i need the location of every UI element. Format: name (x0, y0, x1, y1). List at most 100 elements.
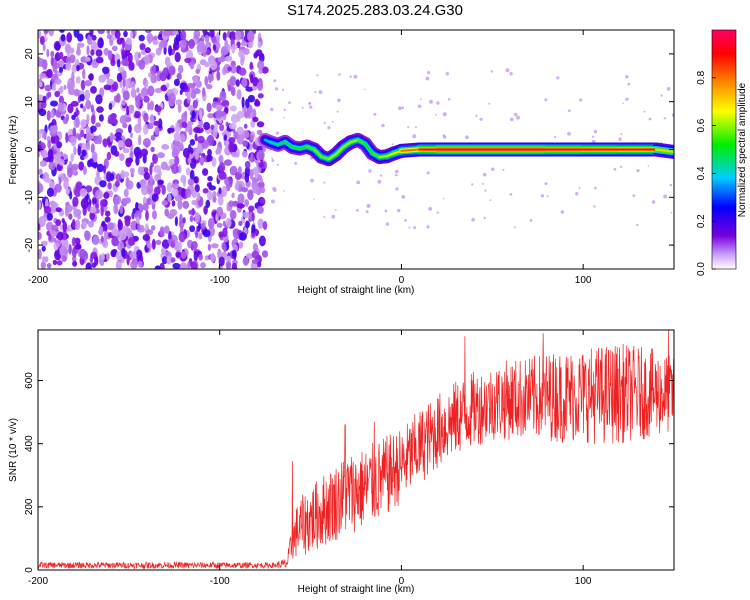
noise-blob (85, 262, 92, 269)
noise-blob (126, 105, 130, 116)
noise-speck (663, 194, 668, 199)
noise-blob (174, 52, 181, 63)
noise-blob (218, 256, 225, 267)
noise-blob (219, 124, 225, 132)
noise-speck (627, 82, 631, 86)
noise-blob (151, 193, 159, 202)
noise-blob (142, 196, 147, 206)
noise-blob (42, 43, 46, 52)
noise-speck (544, 182, 548, 186)
noise-blob (168, 45, 172, 56)
noise-blob (187, 157, 192, 165)
noise-blob (117, 220, 124, 231)
noise-blob (179, 262, 188, 269)
noise-speck (364, 88, 366, 91)
noise-speck (426, 171, 430, 175)
noise-speck (294, 161, 298, 165)
noise-blob (53, 62, 61, 69)
noise-speck (323, 216, 326, 218)
noise-speck (380, 174, 383, 177)
noise-speck (594, 186, 597, 190)
noise-speck (337, 98, 341, 103)
noise-blob (165, 82, 170, 89)
ridge-core-segment (327, 153, 337, 161)
noise-blob (63, 84, 67, 90)
noise-blob (169, 209, 178, 217)
y-tick-label: 400 (24, 435, 35, 452)
noise-blob (86, 34, 93, 46)
noise-blob (216, 222, 223, 228)
noise-blob (38, 108, 47, 117)
noise-blob (174, 155, 180, 166)
noise-blob (60, 34, 66, 42)
noise-speck (323, 121, 326, 124)
noise-blob (62, 117, 68, 125)
noise-blob (242, 48, 250, 55)
noise-speck (270, 107, 274, 112)
noise-blob (120, 169, 126, 180)
noise-blob (240, 56, 245, 66)
noise-blob (73, 30, 80, 38)
noise-blob (47, 91, 52, 98)
noise-blob (148, 72, 152, 78)
noise-blob (121, 49, 126, 57)
noise-blob (191, 199, 197, 206)
noise-blob (70, 100, 79, 107)
frequency-ridge (258, 132, 674, 167)
noise-blob (122, 148, 130, 154)
noise-blob (238, 241, 244, 249)
noise-blob (161, 184, 166, 195)
noise-blob (71, 237, 76, 247)
noise-blob (194, 212, 200, 223)
noise-speck (567, 131, 571, 136)
noise-blob (65, 62, 71, 71)
noise-blob (97, 37, 104, 49)
ridge-core-segment (364, 142, 374, 155)
noise-blob (204, 61, 210, 68)
x-tick-label: -100 (210, 275, 230, 286)
noise-blob (163, 45, 167, 55)
noise-blob (38, 183, 44, 194)
noise-blob (53, 202, 59, 209)
noise-blob (95, 56, 104, 64)
noise-blob (231, 44, 236, 54)
noise-blob (82, 105, 86, 113)
noise-speck (283, 190, 285, 192)
noise-blob (150, 225, 156, 231)
noise-speck (622, 102, 625, 105)
noise-speck (404, 219, 407, 222)
noise-blob (189, 139, 196, 146)
noise-blob (119, 205, 124, 215)
noise-blob (121, 248, 126, 258)
noise-blob (152, 63, 156, 75)
noise-speck (282, 88, 285, 91)
noise-blob (49, 125, 58, 134)
noise-speck (276, 163, 279, 166)
noise-blob (180, 30, 187, 41)
y-tick-label: 20 (24, 48, 35, 60)
noise-blob (122, 90, 130, 101)
noise-blob (90, 143, 95, 154)
noise-blob (237, 193, 245, 205)
noise-blob (141, 183, 145, 189)
noise-blob (71, 256, 77, 262)
noise-blob (175, 99, 183, 106)
noise-blob (158, 118, 163, 129)
noise-blob (147, 123, 154, 130)
noise-blob (250, 134, 254, 141)
noise-speck (365, 210, 369, 214)
noise-blob (59, 245, 67, 257)
noise-blob (92, 197, 97, 205)
noise-speck (334, 209, 337, 211)
noise-blob (130, 132, 133, 139)
snr-x-ticks: -200 -100 0 100 (28, 330, 592, 587)
noise-blob (231, 249, 237, 259)
noise-blob (236, 89, 242, 100)
noise-blob (71, 163, 79, 171)
noise-blob (244, 160, 251, 169)
noise-speck (465, 135, 469, 140)
noise-blob (154, 173, 162, 182)
noise-blob (150, 146, 155, 153)
noise-speck (445, 72, 449, 76)
noise-blob (210, 243, 219, 249)
